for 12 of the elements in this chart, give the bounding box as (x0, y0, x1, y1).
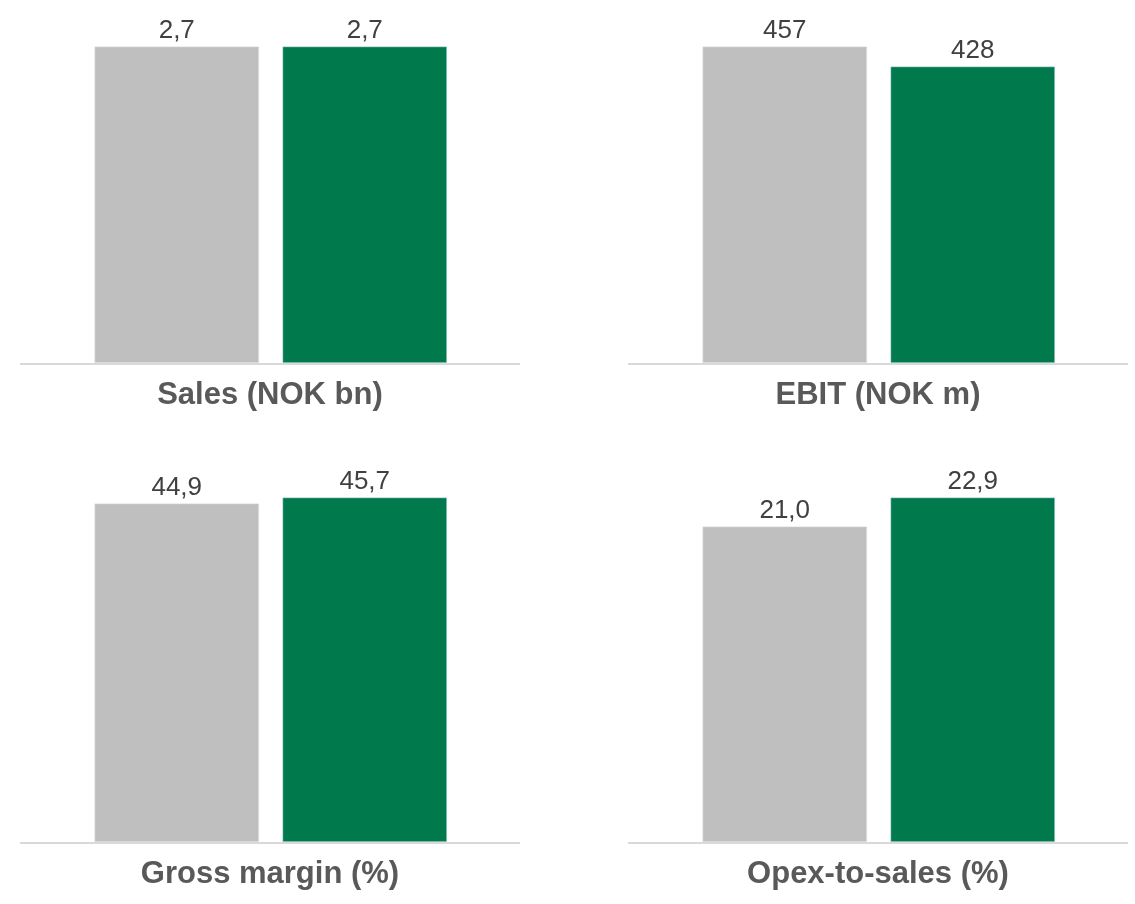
data-label: 22,9 (947, 464, 999, 495)
data-label: 428 (951, 33, 995, 64)
data-label: 45,7 (339, 464, 391, 495)
data-label: 457 (763, 13, 807, 44)
x-axis-title: Gross margin (%) (140, 854, 400, 890)
x-axis-title: Sales (NOK bn) (157, 375, 383, 411)
data-label: 2,7 (158, 13, 195, 44)
x-axis-title: Opex-to-sales (%) (747, 854, 1009, 890)
data-label: 44,9 (151, 470, 203, 501)
data-label: 21,0 (759, 493, 811, 524)
x-axis-title: EBIT (NOK m) (775, 375, 981, 411)
data-label: 2,7 (346, 13, 383, 44)
